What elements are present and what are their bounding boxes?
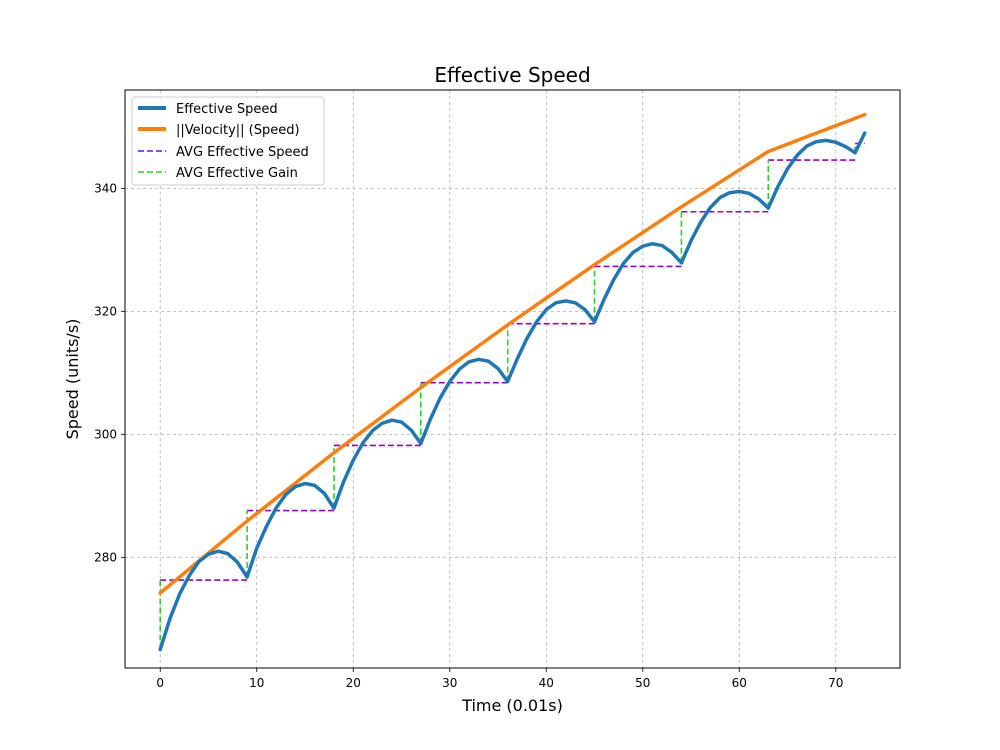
effective-speed-segment <box>332 418 423 510</box>
x-tick-label: 50 <box>635 676 650 690</box>
effective-speed-segment <box>505 299 597 384</box>
x-tick-label: 30 <box>442 676 457 690</box>
velocity-line <box>158 112 867 595</box>
y-tick-label: 300 <box>94 427 117 441</box>
effective-speed-segment <box>419 357 510 446</box>
x-axis-label: Time (0.01s) <box>461 696 563 715</box>
x-tick-label: 20 <box>346 676 361 690</box>
legend-label-velocity: ||Velocity|| (Speed) <box>176 123 300 138</box>
y-tick-label: 320 <box>94 304 117 318</box>
effective-speed-segment <box>592 241 684 324</box>
legend: Effective Speed ||Velocity|| (Speed) AVG… <box>131 96 325 186</box>
axes-frame <box>124 89 901 669</box>
effective-speed-segment <box>245 481 336 579</box>
legend-label-avg-gain: AVG Effective Gain <box>176 166 298 181</box>
x-tick-label: 60 <box>732 676 747 690</box>
effective-speed-segment <box>766 138 857 210</box>
chart-title: Effective Speed <box>434 63 590 87</box>
y-tick-label: 280 <box>94 550 117 564</box>
effective-speed-segment <box>853 131 867 155</box>
y-tick-label: 340 <box>94 181 117 195</box>
legend-label-effective-speed: Effective Speed <box>176 102 278 117</box>
plot-area: 0 10 20 30 40 50 60 70 280 300 320 340 <box>94 89 901 690</box>
y-axis-label: Speed (units/s) <box>63 319 82 440</box>
legend-box <box>131 96 325 186</box>
x-tick-label: 10 <box>249 676 264 690</box>
legend-label-avg-speed: AVG Effective Speed <box>176 145 309 160</box>
x-tick-label: 40 <box>539 676 554 690</box>
x-tick-label: 0 <box>156 676 164 690</box>
effective-speed-segment <box>679 189 771 265</box>
effective-speed-segment <box>158 549 249 652</box>
x-tick-label: 70 <box>828 676 843 690</box>
